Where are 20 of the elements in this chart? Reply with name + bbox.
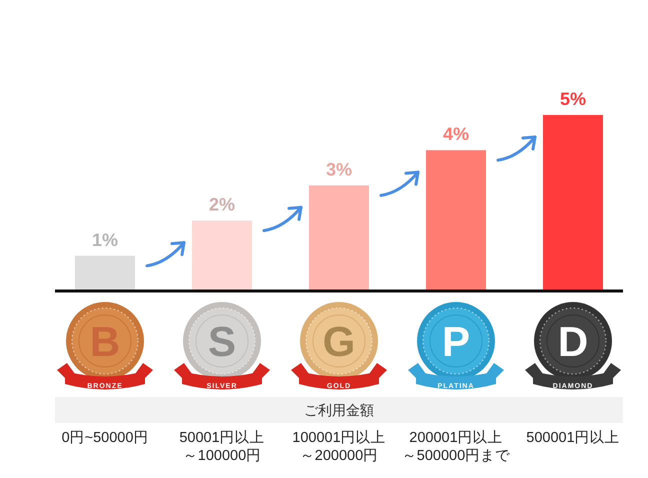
text: D — [558, 318, 588, 365]
x-tick-label: 500001円以上 — [526, 429, 620, 446]
bar — [75, 256, 135, 291]
x-tick-label: 0円~50000円 — [62, 430, 148, 446]
bar — [192, 220, 252, 291]
x-tick-label: 200001円以上～500000円まで — [402, 429, 512, 464]
bar — [426, 150, 486, 291]
x-tick-label: 50001円以上～100000円 — [179, 429, 265, 464]
data-label: 2% — [208, 194, 236, 215]
data-label: 1% — [92, 230, 118, 250]
text: S — [208, 318, 236, 365]
x-axis-title: ご利用金額 — [304, 402, 374, 418]
data-label: 4% — [442, 124, 470, 144]
text: P — [442, 318, 470, 365]
data-label: 5% — [560, 89, 586, 109]
x-tick-label: 100001円以上～200000円 — [292, 429, 386, 464]
text: G — [322, 318, 356, 365]
bar — [543, 115, 603, 291]
data-label: 3% — [326, 159, 352, 180]
bar — [309, 185, 369, 291]
